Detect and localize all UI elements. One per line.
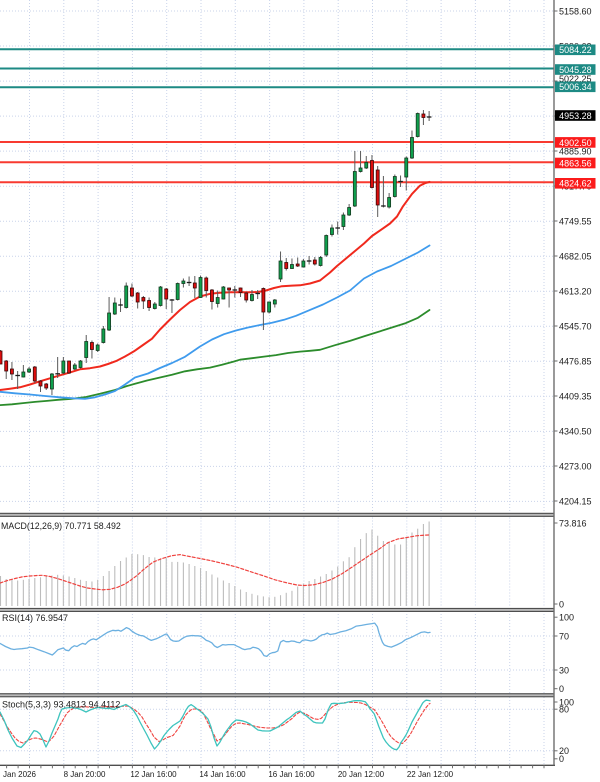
svg-text:20: 20 [559, 746, 569, 756]
svg-text:MACD(12,26,9) 70.771 58.492: MACD(12,26,9) 70.771 58.492 [1, 521, 121, 531]
svg-text:100: 100 [559, 697, 574, 707]
svg-text:0: 0 [559, 754, 564, 764]
svg-text:4204.15: 4204.15 [559, 496, 592, 506]
svg-text:0: 0 [559, 684, 564, 694]
svg-text:5084.22: 5084.22 [559, 45, 592, 55]
svg-text:14 Jan 16:00: 14 Jan 16:00 [199, 770, 246, 779]
svg-text:8 Jan 20:00: 8 Jan 20:00 [64, 770, 106, 779]
svg-text:4863.56: 4863.56 [559, 158, 592, 168]
svg-text:5022.25: 5022.25 [559, 74, 592, 84]
svg-text:12 Jan 16:00: 12 Jan 16:00 [130, 770, 177, 779]
svg-text:30: 30 [559, 665, 569, 675]
svg-text:73.816: 73.816 [559, 518, 587, 528]
svg-text:4749.55: 4749.55 [559, 216, 592, 226]
svg-text:4953.28: 4953.28 [559, 111, 592, 121]
svg-text:RSI(14) 76.9547: RSI(14) 76.9547 [2, 613, 68, 623]
svg-text:4613.20: 4613.20 [559, 286, 592, 296]
svg-text:22 Jan 12:00: 22 Jan 12:00 [407, 770, 454, 779]
svg-text:5045.28: 5045.28 [559, 65, 592, 75]
svg-text:16 Jan 16:00: 16 Jan 16:00 [268, 770, 315, 779]
svg-text:4682.05: 4682.05 [559, 251, 592, 261]
svg-text:4885.90: 4885.90 [559, 146, 592, 156]
svg-text:4824.62: 4824.62 [559, 179, 592, 189]
svg-text:4340.50: 4340.50 [559, 426, 592, 436]
svg-text:0: 0 [559, 599, 564, 609]
svg-text:70: 70 [559, 631, 569, 641]
svg-text:4409.35: 4409.35 [559, 391, 592, 401]
svg-text:80: 80 [559, 705, 569, 715]
svg-text:5158.60: 5158.60 [559, 6, 592, 16]
svg-text:Stoch(5,3,3) 93.4813 94.4112: Stoch(5,3,3) 93.4813 94.4112 [2, 700, 120, 710]
svg-text:4273.00: 4273.00 [559, 461, 592, 471]
svg-text:20 Jan 12:00: 20 Jan 12:00 [338, 770, 385, 779]
svg-text:4476.85: 4476.85 [559, 356, 592, 366]
svg-text:4902.50: 4902.50 [559, 138, 592, 148]
svg-text:5006.34: 5006.34 [559, 82, 592, 92]
svg-text:4545.70: 4545.70 [559, 321, 592, 331]
svg-text:100: 100 [559, 613, 574, 623]
svg-text:Jan 2026: Jan 2026 [3, 770, 36, 779]
